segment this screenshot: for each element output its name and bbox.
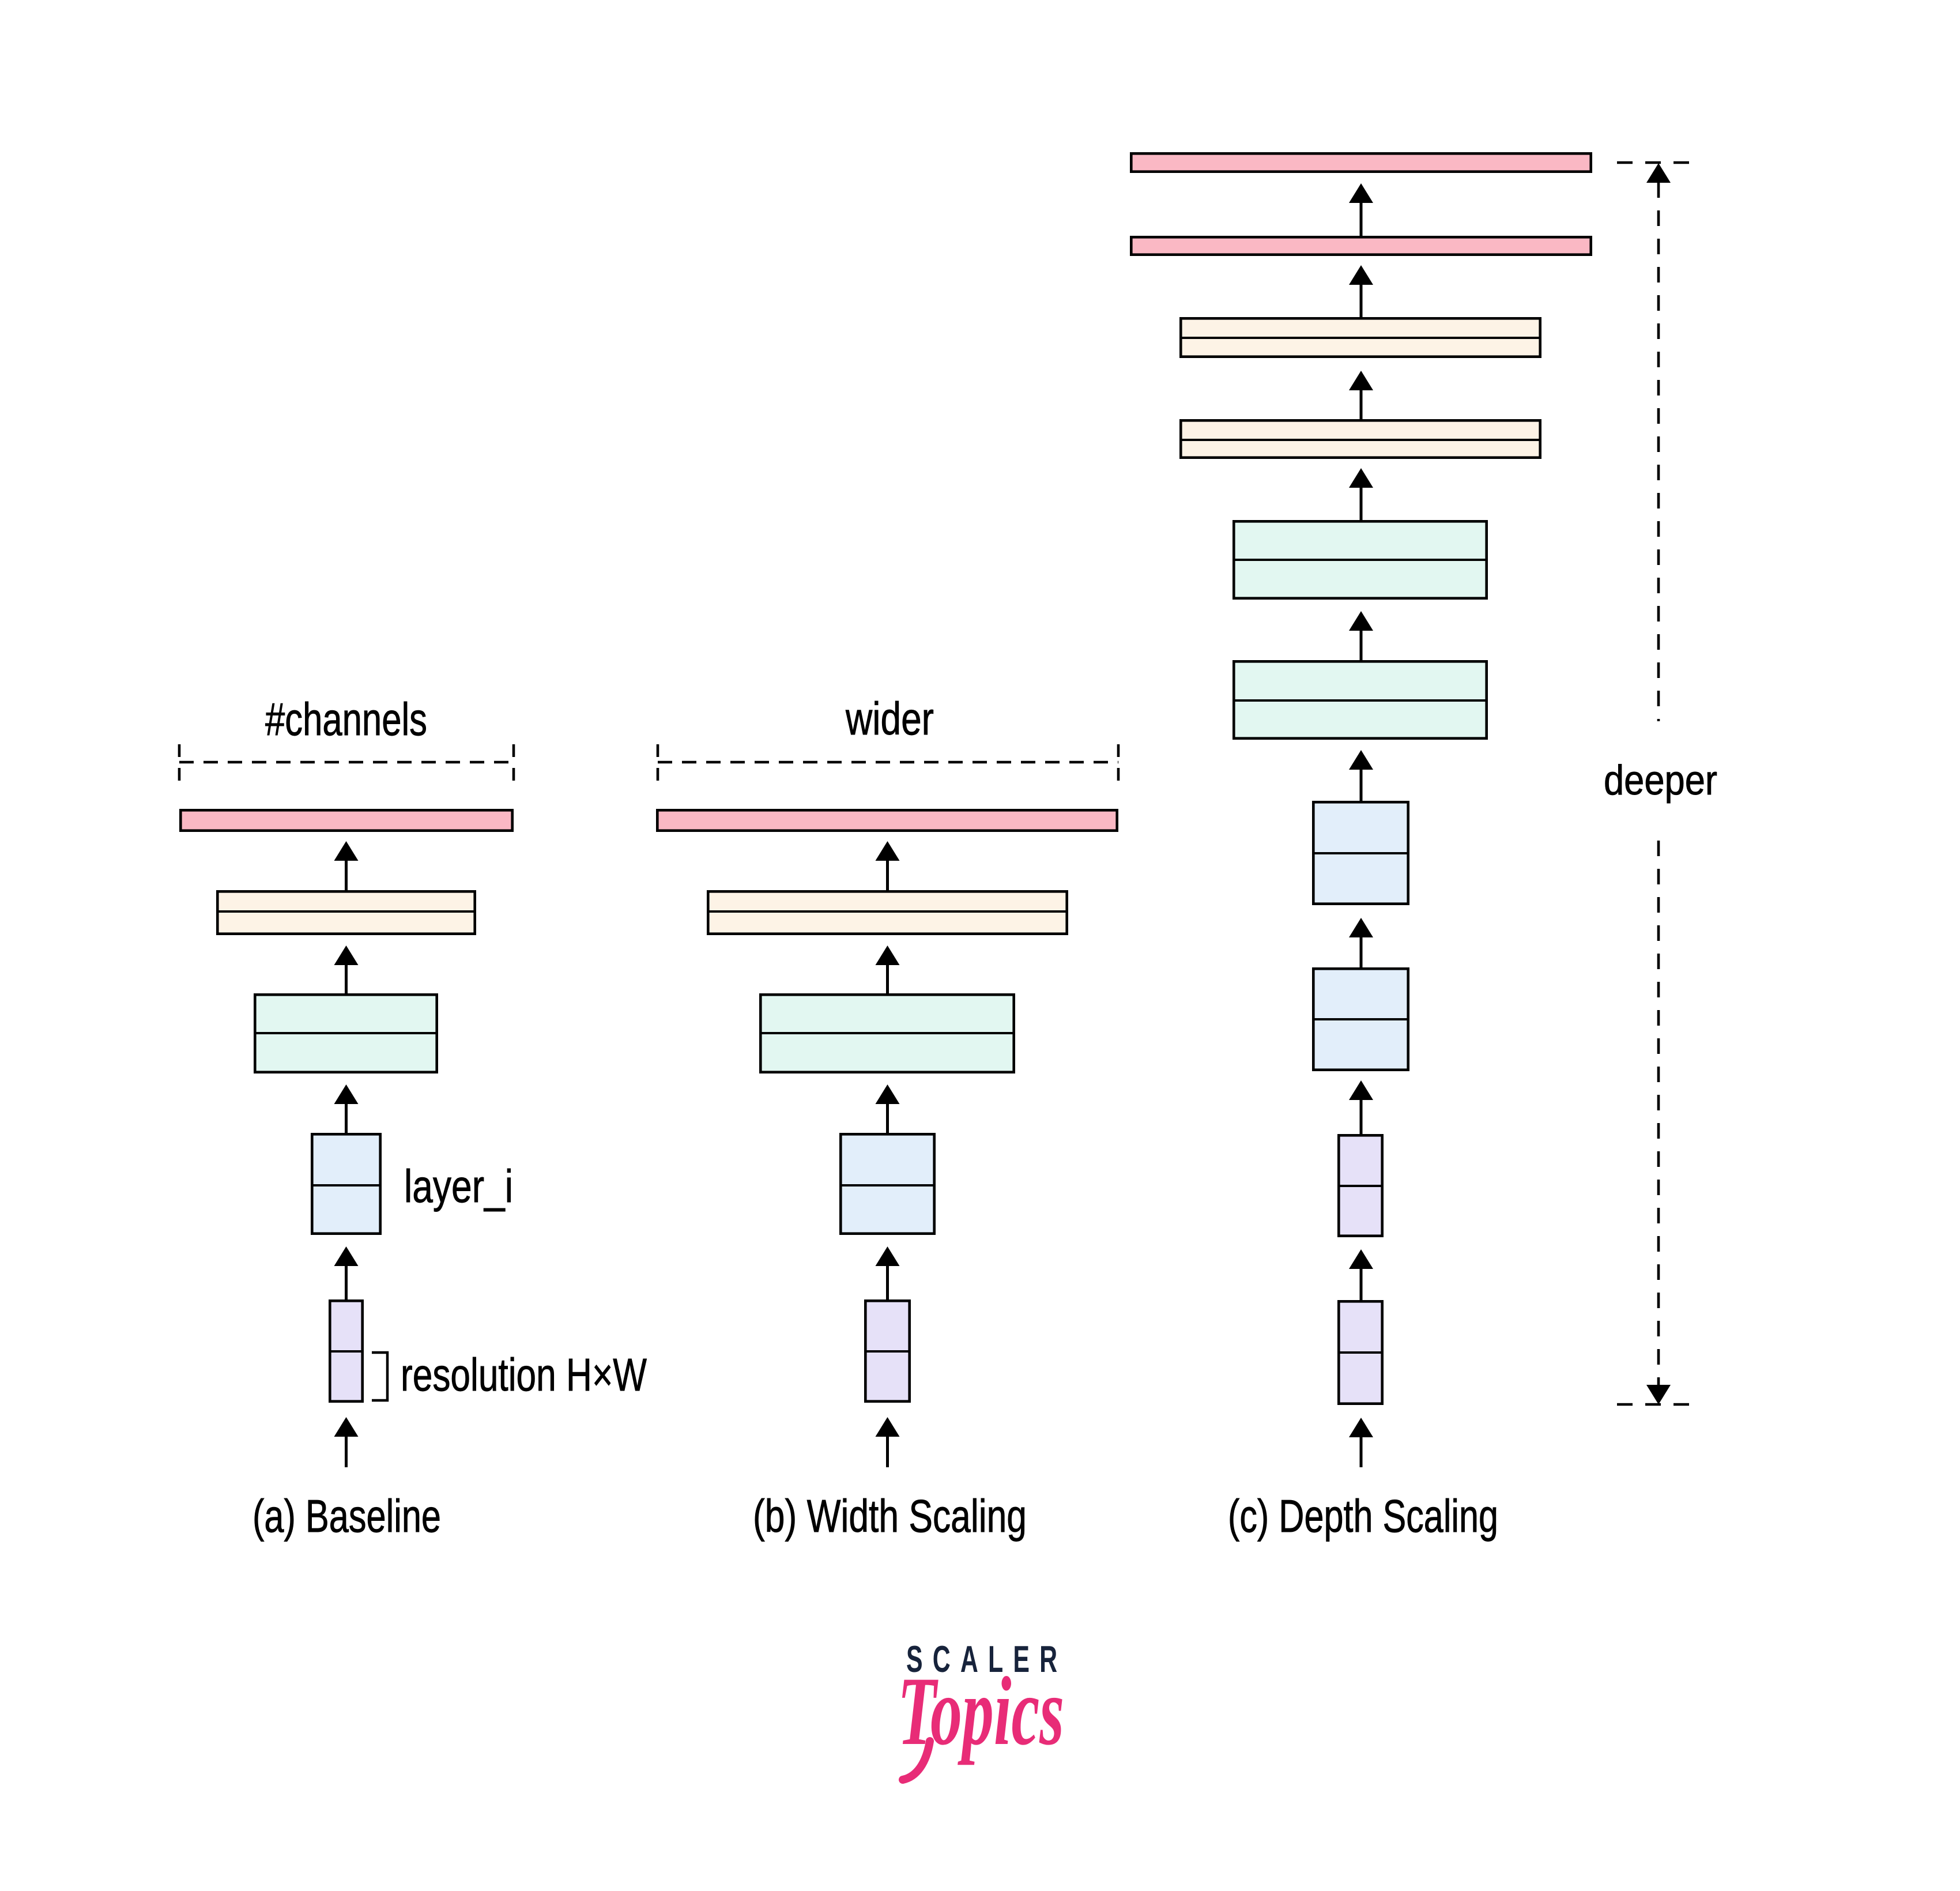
svg-text:(b) Width Scaling: (b) Width Scaling [753, 1490, 1027, 1542]
svg-text:(c) Depth Scaling: (c) Depth Scaling [1228, 1490, 1498, 1542]
svg-text:#channels: #channels [265, 694, 427, 745]
svg-text:Topics: Topics [898, 1657, 1064, 1765]
svg-text:(a) Baseline: (a) Baseline [252, 1490, 441, 1542]
svg-text:layer_i: layer_i [404, 1161, 513, 1212]
svg-text:resolution H×W: resolution H×W [401, 1349, 647, 1400]
svg-text:wider: wider [845, 693, 934, 744]
svg-text:deeper: deeper [1604, 758, 1717, 804]
svg-text:SCALER: SCALER [906, 1638, 1067, 1680]
